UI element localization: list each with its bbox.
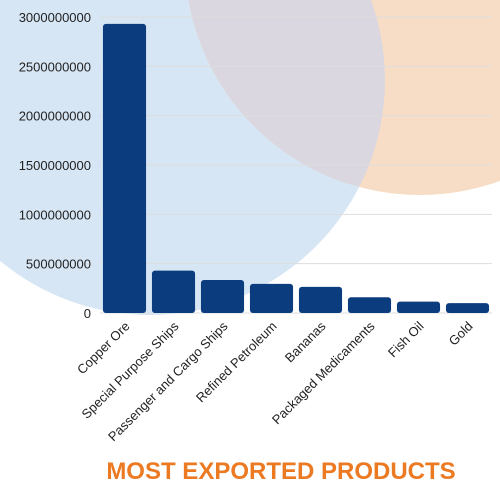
bar <box>102 23 147 313</box>
x-tick-label: Fish Oil <box>385 318 427 360</box>
chart-title: MOST EXPORTED PRODUCTS <box>106 458 455 485</box>
y-tick-label: 2500000000 <box>19 59 91 74</box>
x-tick-label: Packaged Medicaments <box>269 318 378 427</box>
x-tick-label: Gold <box>446 319 476 349</box>
bar <box>298 286 343 313</box>
x-tick-label: Bananas <box>282 318 329 365</box>
y-tick-label: 1500000000 <box>19 158 91 173</box>
bar <box>445 303 490 313</box>
background-circle-overlap <box>185 0 385 195</box>
bar <box>249 283 294 313</box>
bar <box>151 270 196 313</box>
bar <box>347 297 392 313</box>
bar <box>396 301 441 313</box>
bar <box>200 279 245 313</box>
y-tick-label: 1000000000 <box>19 207 91 222</box>
y-tick-label: 3000000000 <box>19 10 91 25</box>
y-axis: 0 500000000 1000000000 1500000000 2000000000… <box>19 10 91 321</box>
y-tick-label: 0 <box>84 306 91 321</box>
bars <box>102 23 490 313</box>
x-tick-label: Special Purpose Ships <box>79 318 182 421</box>
y-tick-label: 2000000000 <box>19 109 91 124</box>
background-decoration <box>0 0 500 315</box>
y-tick-label: 500000000 <box>26 257 91 272</box>
